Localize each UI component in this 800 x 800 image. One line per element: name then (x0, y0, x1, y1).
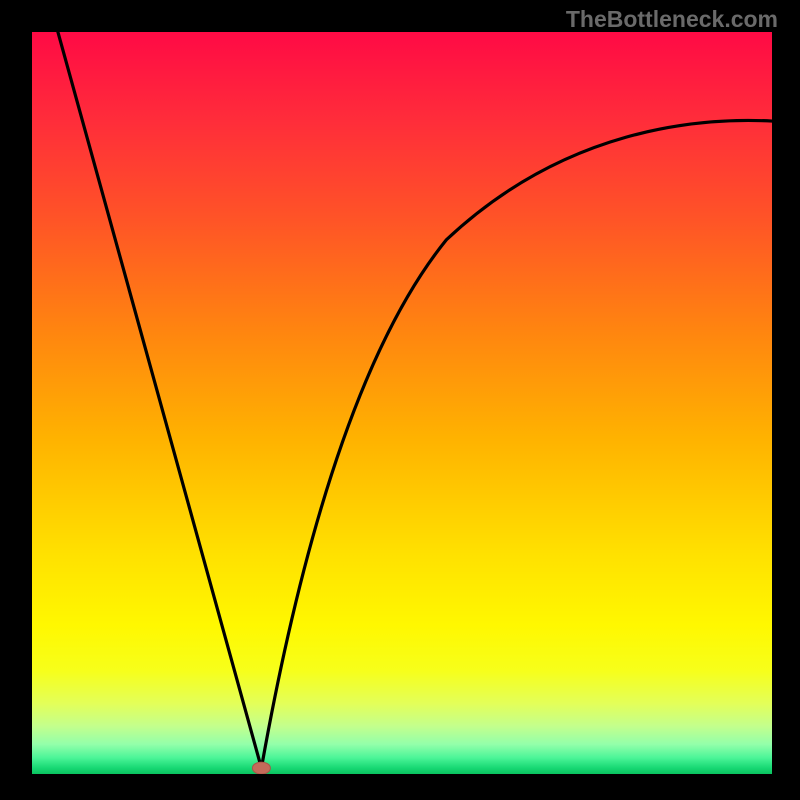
chart-plot-area (32, 32, 772, 774)
chart-svg (32, 32, 772, 774)
watermark-text: TheBottleneck.com (566, 6, 778, 33)
vertex-marker (252, 762, 270, 774)
